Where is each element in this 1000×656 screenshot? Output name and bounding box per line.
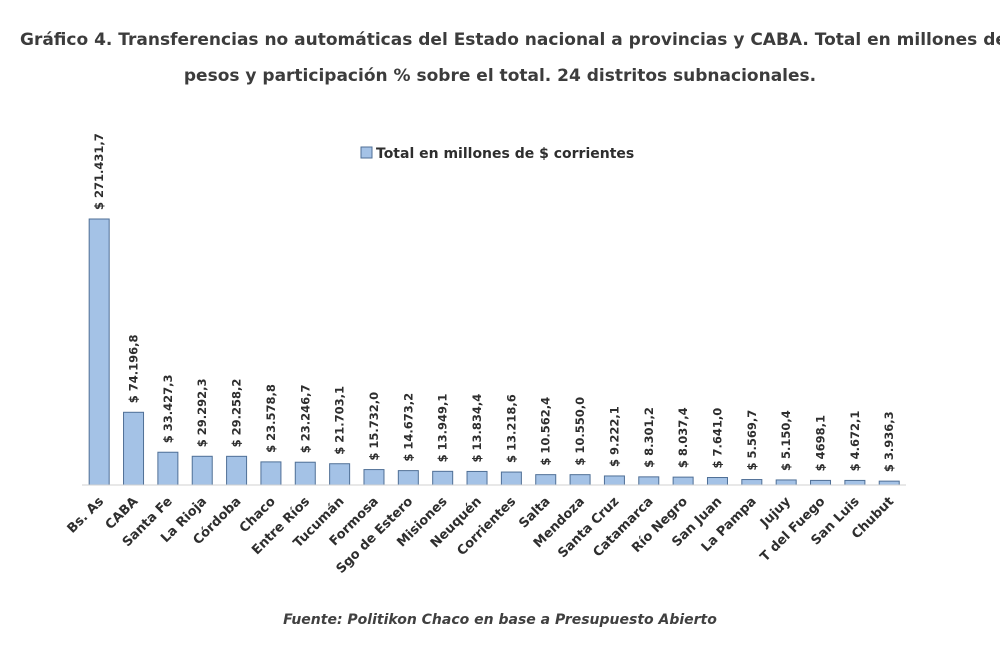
bar-15	[603, 475, 625, 486]
bar-0	[88, 218, 110, 486]
value-label-15: $ 9.222,1	[607, 406, 621, 467]
value-labels: $ 271.431,7 $ 74.196,8 $ 33.427,3 $ 29.292,…	[92, 133, 896, 472]
bar-8	[363, 469, 385, 486]
value-label-5: $ 23.578,8	[264, 384, 278, 453]
chart-title-line-1: Gráfico 4. Transferencias no automáticas…	[20, 30, 1000, 50]
bar-23	[878, 480, 900, 486]
value-label-22: $ 4.672,1	[848, 411, 862, 472]
bar-16	[638, 476, 660, 486]
bar-17	[672, 476, 694, 486]
bar-1	[123, 411, 145, 486]
chart-title: Gráfico 4. Transferencias no automáticas…	[20, 22, 1000, 94]
value-label-10: $ 13.949,1	[436, 394, 450, 463]
value-label-12: $ 13.218,6	[504, 394, 518, 463]
value-label-6: $ 23.246,7	[298, 384, 312, 453]
bar-6	[294, 461, 316, 486]
category-label-0: Bs. As	[65, 494, 108, 537]
source-note: Fuente: Politikon Chaco en base a Presup…	[283, 612, 717, 628]
value-label-2: $ 33.427,3	[161, 374, 175, 443]
bar-18	[706, 477, 728, 486]
bar-9	[397, 470, 419, 486]
bar-10	[432, 470, 454, 486]
bar-19	[741, 479, 763, 486]
value-label-9: $ 14.673,2	[401, 393, 415, 462]
bar-14	[569, 474, 591, 486]
value-label-4: $ 29.258,2	[230, 379, 244, 448]
value-label-3: $ 29.292,3	[195, 379, 209, 448]
bars	[88, 218, 900, 486]
value-label-8: $ 15.732,0	[367, 392, 381, 461]
value-label-1: $ 74.196,8	[127, 335, 141, 404]
bar-4	[226, 455, 248, 486]
chart-title-line-2: pesos y participación % sobre el total. …	[183, 66, 817, 86]
bar-3	[191, 455, 213, 486]
bar-2	[157, 451, 179, 486]
value-label-19: $ 5.569,7	[745, 410, 759, 471]
value-label-14: $ 10.550,0	[573, 397, 587, 466]
bar-7	[329, 463, 351, 486]
bar-13	[535, 474, 557, 486]
value-label-11: $ 13.834,4	[470, 394, 484, 463]
legend-label: Total en millones de $ corrientes	[376, 146, 634, 162]
legend-swatch	[360, 146, 373, 159]
value-label-20: $ 5.150,4	[779, 410, 793, 471]
value-label-17: $ 8.037,4	[676, 407, 690, 468]
bar-21	[810, 479, 832, 486]
value-label-23: $ 3.936,3	[882, 411, 896, 472]
bar-11	[466, 470, 488, 486]
bar-5	[260, 461, 282, 486]
bar-20	[775, 479, 797, 486]
bar-12	[500, 471, 522, 486]
value-label-21: $ 4698,1	[814, 415, 828, 471]
value-label-18: $ 7.641,0	[710, 408, 724, 469]
legend: Total en millones de $ corrientes	[360, 146, 634, 162]
bar-22	[844, 479, 866, 486]
value-label-0: $ 271.431,7	[92, 133, 106, 210]
value-label-16: $ 8.301,2	[642, 407, 656, 468]
value-label-7: $ 21.703,1	[333, 386, 347, 455]
value-label-13: $ 10.562,4	[539, 397, 553, 466]
